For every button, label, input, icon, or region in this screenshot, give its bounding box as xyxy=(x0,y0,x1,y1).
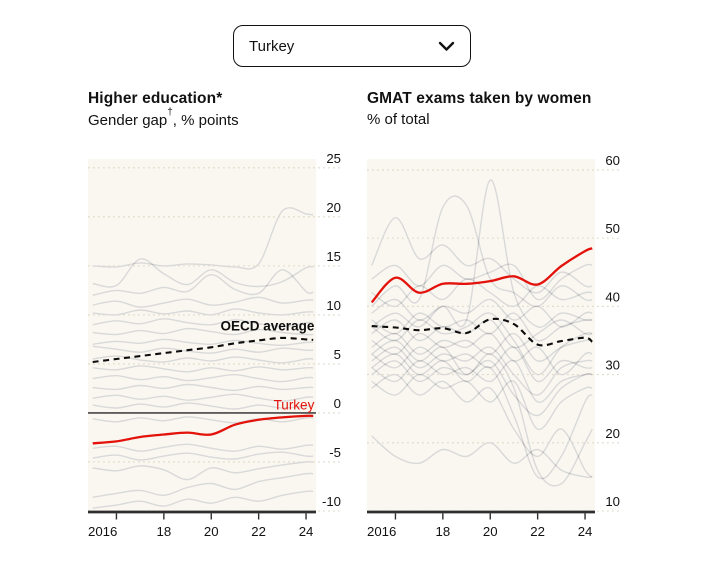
country-dropdown-value: Turkey xyxy=(249,37,295,55)
y-tick-label: 0 xyxy=(334,396,341,411)
footnote-marker: † xyxy=(167,107,173,118)
background-country-line xyxy=(371,353,593,480)
background-country-line xyxy=(92,269,314,296)
background-country-line xyxy=(92,338,314,347)
background-country-line xyxy=(92,318,314,328)
background-country-line xyxy=(92,443,314,452)
oecd-average-label: OECD average xyxy=(221,319,315,334)
background-country-line xyxy=(92,373,314,383)
gmat-chart: 60 50 40 30 20 10 2016 18 20 22 24 xyxy=(367,153,620,539)
higher-education-header: Higher education* Gender gap†, % points xyxy=(88,90,358,129)
gmat-header: GMAT exams taken by women % of total xyxy=(367,90,637,128)
x-tick-label: 24 xyxy=(299,524,314,539)
background-country-line xyxy=(371,359,593,417)
x-tick-label: 2016 xyxy=(88,524,117,539)
x-tick-label: 18 xyxy=(157,524,172,539)
higher-education-plot: 25 20 15 10 5 0 -5 -10 2016 18 20 22 24 OECD average T… xyxy=(88,148,348,557)
gmat-plot: 60 50 40 30 20 10 2016 18 20 22 24 xyxy=(367,148,627,557)
y-tick-label: 15 xyxy=(326,249,341,264)
background-country-line xyxy=(92,308,314,316)
higher-education-chart: 25 20 15 10 5 0 -5 -10 2016 18 20 22 24 OECD average T… xyxy=(88,151,341,539)
chart-title-higher-education: Higher education* xyxy=(88,90,223,107)
plot-background xyxy=(367,159,595,511)
background-country-line xyxy=(371,319,593,349)
y-tick-label: 50 xyxy=(605,221,620,236)
background-country-line xyxy=(371,360,593,403)
y-tick-label: 60 xyxy=(605,153,620,168)
y-tick-label: -10 xyxy=(322,494,341,509)
background-country-line xyxy=(92,451,314,461)
x-tick-label: 24 xyxy=(578,524,593,539)
y-tick-label: 40 xyxy=(605,289,620,304)
background-country-line xyxy=(371,278,593,308)
turkey-line xyxy=(92,414,314,445)
y-tick-label: 10 xyxy=(605,494,620,509)
background-country-line xyxy=(92,296,314,308)
background-country-line xyxy=(371,195,593,308)
chart-subtitle-text: , % points xyxy=(172,112,239,129)
background-country-line xyxy=(92,393,314,402)
background-country-line xyxy=(371,346,593,396)
background-country-line xyxy=(92,490,314,509)
background-country-line xyxy=(92,355,314,364)
y-tick-label: 10 xyxy=(326,298,341,313)
turkey-line xyxy=(370,247,593,304)
chart-subtitle-text: Gender gap xyxy=(88,112,168,129)
y-tick-label: 5 xyxy=(334,347,341,362)
x-tick-label: 18 xyxy=(436,524,451,539)
turkey-label: Turkey xyxy=(274,398,315,413)
x-tick-label: 20 xyxy=(204,524,219,539)
background-country-line xyxy=(92,383,314,392)
chart-subtitle-text: % of total xyxy=(367,111,430,128)
background-country-line xyxy=(371,263,593,301)
background-country-line xyxy=(92,207,314,270)
country-dropdown[interactable]: Turkey xyxy=(233,25,471,67)
background-country-line xyxy=(92,402,314,410)
background-country-line xyxy=(92,258,314,288)
background-country-line xyxy=(92,461,314,481)
background-country-line xyxy=(92,472,314,498)
background-country-line xyxy=(92,327,314,336)
y-tick-label: 25 xyxy=(326,151,341,166)
x-tick-label: 20 xyxy=(483,524,498,539)
x-tick-label: 22 xyxy=(251,524,266,539)
x-tick-label: 22 xyxy=(530,524,545,539)
background-country-line xyxy=(371,435,593,479)
oecd-average-line xyxy=(371,317,593,347)
background-country-line xyxy=(371,179,593,328)
background-country-line xyxy=(371,339,593,487)
y-tick-label: 20 xyxy=(326,200,341,215)
chevron-down-icon xyxy=(438,41,455,51)
background-country-line xyxy=(371,373,593,478)
background-country-line xyxy=(92,365,314,373)
y-tick-label: 20 xyxy=(605,426,620,441)
y-tick-label: 30 xyxy=(605,358,620,373)
chart-title-gmat: GMAT exams taken by women xyxy=(367,90,592,107)
x-tick-label: 2016 xyxy=(367,524,396,539)
background-country-line xyxy=(371,373,593,430)
y-tick-label: -5 xyxy=(329,445,341,460)
background-country-line xyxy=(92,345,314,354)
background-country-line xyxy=(371,312,593,376)
chart-subtitle-higher-education: Gender gap†, % points xyxy=(88,107,358,129)
background-country-line xyxy=(371,332,593,376)
oecd-average-line xyxy=(92,336,314,364)
chart-subtitle-gmat: % of total xyxy=(367,111,637,128)
background-country-line xyxy=(92,416,314,424)
